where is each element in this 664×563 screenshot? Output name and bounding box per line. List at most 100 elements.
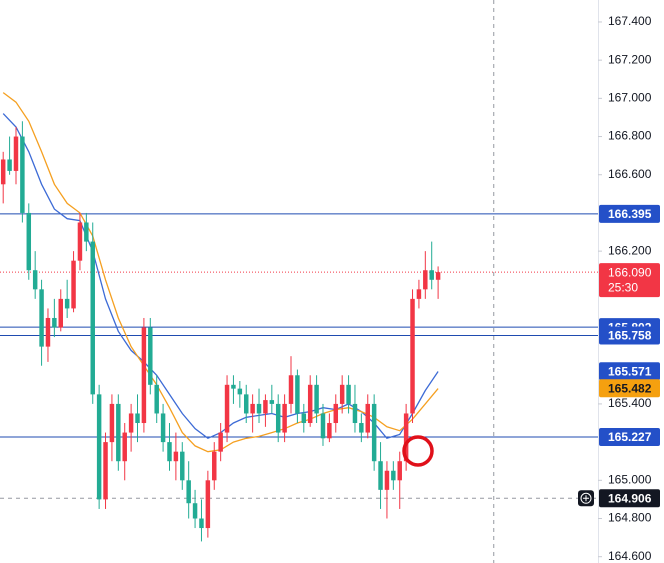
ma-label: 165.482 [608,381,652,395]
candle-body [103,442,108,500]
candle-body [52,317,57,328]
candle-body [384,470,390,490]
level-label-box [599,326,660,345]
candle-body [199,518,204,529]
candle-body [77,222,83,261]
candle-body [84,222,89,242]
last-price-label: 166.090 [608,265,652,279]
crosshair-box [599,489,660,508]
candle-body [186,480,191,504]
candle-body [339,384,345,404]
candle-body [173,451,179,462]
candle-body [403,413,409,462]
candle-body [320,413,326,439]
candle-body [237,388,243,395]
y-tick-label: 166.800 [608,129,652,143]
candle-body [391,470,396,481]
candle-body [71,260,76,309]
ma-label: 165.571 [608,364,652,378]
candle-body [90,241,95,395]
last-price-box [599,263,660,298]
candle-body [20,136,25,213]
candle-body [410,298,415,414]
price-axis: 167.400 167.200 167.000 166.800 166.600 166.2… [598,14,660,563]
candle-body [397,461,402,481]
candle-body [371,403,377,462]
candle-body [423,270,428,290]
candle-body [378,461,383,490]
candle-body [263,400,268,414]
ma-label-box [599,362,660,381]
candle-body [429,270,434,280]
candle-body [7,159,12,171]
candle-body [256,403,262,414]
candle-body [128,413,134,433]
candle-body [205,480,211,529]
candle-body [148,327,153,385]
candle-body [243,394,249,414]
candle-body [250,403,255,414]
candle-body [435,272,441,280]
candle-body [224,384,230,433]
highlight-circle [402,435,434,467]
y-tick-label: 164.600 [608,549,652,563]
candle-body [231,384,236,389]
candle-body [160,413,166,443]
candle-body [295,375,300,414]
add-icon-plus [583,495,589,502]
countdown: 25:30 [608,280,638,294]
candle-body [282,403,287,433]
y-tick-label: 165.000 [608,472,652,486]
y-tick-label: 167.000 [608,91,652,105]
candle-body [212,451,217,481]
candle-body [327,423,332,439]
candle-body [269,400,275,404]
candle-body [135,413,140,424]
level-label: 165.758 [608,329,652,343]
y-tick-label: 164.800 [608,511,652,525]
candle-body [301,413,307,424]
candle-body [346,384,351,404]
candle-body [352,403,358,424]
candle-body [180,451,185,481]
candle-body [192,503,198,519]
level-label: 166.395 [608,207,652,221]
candle-body [13,136,19,171]
y-tick-label: 165.400 [608,396,652,410]
candle-body [64,298,70,309]
candle-body [0,159,6,185]
candle-body [58,298,63,328]
candle-body [359,423,364,433]
candle-body [167,442,172,462]
level-label: 165.227 [608,430,652,444]
level-label-box [599,204,660,223]
level-label-box [599,427,660,446]
candle-body [26,212,32,271]
candle-body [333,403,339,424]
candle-body [122,432,127,462]
candle-body [96,394,102,500]
ma-label-box [599,379,660,398]
y-tick-label: 166.600 [608,167,652,181]
candle-body [45,317,51,347]
candle-body [32,270,38,290]
y-tick-label: 167.200 [608,52,652,66]
add-icon [580,492,592,504]
candle-body [154,384,159,414]
candle-body [109,403,115,443]
candle-body [116,403,121,462]
candle-body [218,432,223,452]
crosshair-label: 164.906 [608,491,652,505]
candle-body [307,384,313,424]
y-tick-label: 166.200 [608,243,652,257]
candle-body [288,375,294,404]
candle-body [39,289,44,347]
candle-body [365,403,370,433]
candle-body [416,289,422,299]
plot-area [0,0,598,563]
candle-body [141,327,147,424]
candle-body [314,384,319,414]
y-tick-label: 167.400 [608,14,652,28]
